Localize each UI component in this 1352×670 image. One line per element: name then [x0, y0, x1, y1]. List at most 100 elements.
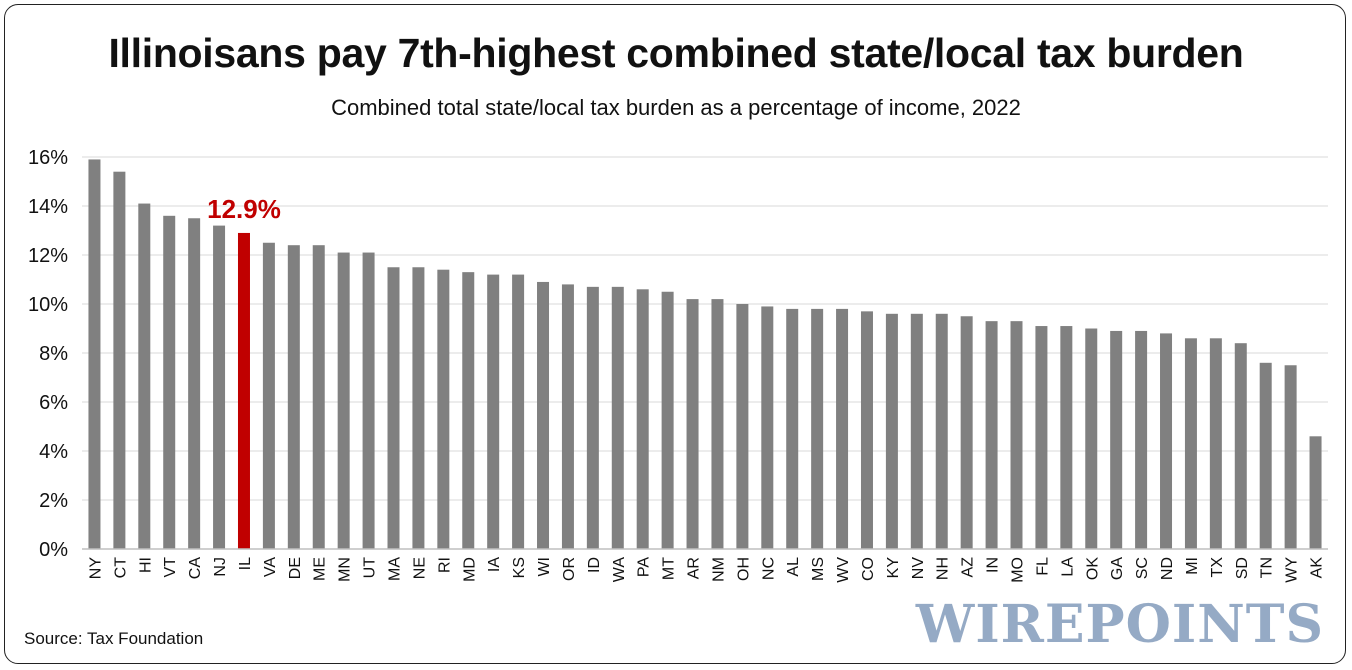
x-tick-label: RI: [436, 557, 453, 573]
bar-sd: [1234, 343, 1247, 549]
x-tick-label: NY: [87, 557, 104, 580]
x-tick-label: AZ: [960, 557, 977, 578]
x-tick-label: GA: [1109, 557, 1126, 580]
bar-mi: [1184, 338, 1197, 549]
bar-nh: [935, 313, 948, 549]
bar-wi: [537, 281, 550, 549]
bar-al: [786, 308, 799, 549]
data-label-il: 12.9%: [207, 194, 281, 224]
x-tick-label: MS: [810, 557, 827, 581]
x-tick-label: IA: [486, 557, 503, 572]
bar-ne: [412, 267, 425, 549]
x-tick-label: DE: [287, 557, 304, 579]
bar-nc: [761, 306, 774, 549]
bar-md: [462, 272, 475, 549]
x-tick-label: CA: [187, 557, 204, 580]
x-tick-label: NE: [411, 557, 428, 579]
bar-ca: [188, 218, 201, 549]
bar-hi: [138, 203, 151, 550]
chart-subtitle: Combined total state/local tax burden as…: [331, 95, 1021, 120]
x-tick-label: ID: [586, 557, 603, 573]
y-tick-label: 2%: [39, 490, 68, 512]
bar-mt: [661, 291, 674, 549]
bar-ma: [387, 267, 400, 549]
x-tick-label: NM: [710, 557, 727, 582]
y-tick-label: 0%: [39, 539, 68, 561]
bar-wy: [1284, 365, 1297, 549]
bar-wv: [836, 308, 849, 549]
x-tick-label: FL: [1034, 557, 1051, 576]
bar-co: [860, 311, 873, 549]
x-tick-label: IL: [237, 557, 254, 570]
bar-ak: [1309, 436, 1322, 549]
y-tick-label: 12%: [28, 245, 68, 267]
bar-nj: [213, 225, 226, 549]
bar-ut: [362, 252, 375, 550]
y-tick-label: 10%: [28, 294, 68, 316]
bar-or: [561, 284, 574, 549]
chart-title: Illinoisans pay 7th-highest combined sta…: [108, 30, 1244, 76]
x-tick-label: CO: [860, 557, 877, 581]
x-tick-label: IN: [985, 557, 1002, 573]
x-tick-label: ND: [1159, 557, 1176, 580]
x-tick-label: WV: [835, 557, 852, 583]
bar-wa: [611, 286, 624, 549]
x-tick-label: LA: [1059, 557, 1076, 577]
bar-tx: [1209, 338, 1222, 549]
y-tick-label: 14%: [28, 196, 68, 218]
x-tick-label: MO: [1010, 557, 1027, 583]
bar-nm: [711, 299, 724, 549]
bar-az: [960, 316, 973, 549]
x-tick-label: MA: [387, 557, 404, 581]
x-tick-label: VT: [162, 557, 179, 578]
y-tick-label: 16%: [28, 147, 68, 169]
x-tick-label: OR: [561, 557, 578, 581]
x-tick-label: KY: [885, 557, 902, 579]
y-tick-label: 8%: [39, 343, 68, 365]
x-tick-label: MI: [1184, 557, 1201, 575]
source-note: Source: Tax Foundation: [24, 629, 204, 648]
x-tick-label: CT: [112, 557, 129, 579]
x-tick-label: VA: [262, 557, 279, 577]
x-tick-label: PA: [636, 557, 653, 577]
bar-fl: [1035, 326, 1048, 549]
bar-nv: [910, 313, 923, 549]
bar-ny: [88, 159, 101, 549]
bar-me: [312, 245, 325, 549]
bar-tn: [1259, 362, 1272, 549]
x-tick-label: OK: [1084, 557, 1101, 580]
bar-mn: [337, 252, 350, 550]
x-tick-label: MD: [461, 557, 478, 582]
x-tick-label: MN: [337, 557, 354, 582]
bar-de: [287, 245, 300, 549]
bar-pa: [636, 289, 649, 549]
bar-ga: [1110, 330, 1123, 549]
bar-sc: [1135, 330, 1148, 549]
x-tick-label: TN: [1259, 557, 1276, 578]
bar-ok: [1085, 328, 1098, 549]
bar-ar: [686, 299, 699, 549]
x-tick-label: AR: [686, 557, 703, 579]
chart-frame: [4, 4, 1346, 664]
x-tick-label: NV: [910, 557, 927, 580]
x-tick-label: NJ: [212, 557, 229, 577]
x-tick-label: KS: [511, 557, 528, 578]
x-tick-label: ME: [312, 557, 329, 581]
bar-ky: [885, 313, 898, 549]
x-tick-label: MT: [661, 557, 678, 580]
bar-vt: [163, 215, 176, 550]
x-tick-label: WI: [536, 557, 553, 577]
x-tick-label: AK: [1309, 557, 1326, 579]
x-tick-label: SC: [1134, 557, 1151, 579]
x-tick-label: WA: [611, 557, 628, 583]
bar-ia: [487, 274, 500, 549]
x-tick-label: SD: [1234, 557, 1251, 579]
x-tick-label: TX: [1209, 557, 1226, 578]
bar-la: [1060, 326, 1073, 549]
x-tick-label: UT: [362, 557, 379, 579]
bar-id: [586, 286, 599, 549]
bar-va: [262, 242, 275, 549]
x-tick-label: NH: [935, 557, 952, 580]
x-tick-label: NC: [760, 557, 777, 580]
